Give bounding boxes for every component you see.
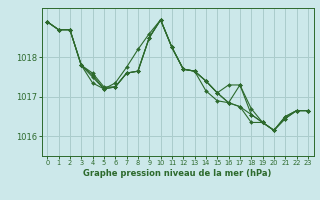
X-axis label: Graphe pression niveau de la mer (hPa): Graphe pression niveau de la mer (hPa) xyxy=(84,169,272,178)
